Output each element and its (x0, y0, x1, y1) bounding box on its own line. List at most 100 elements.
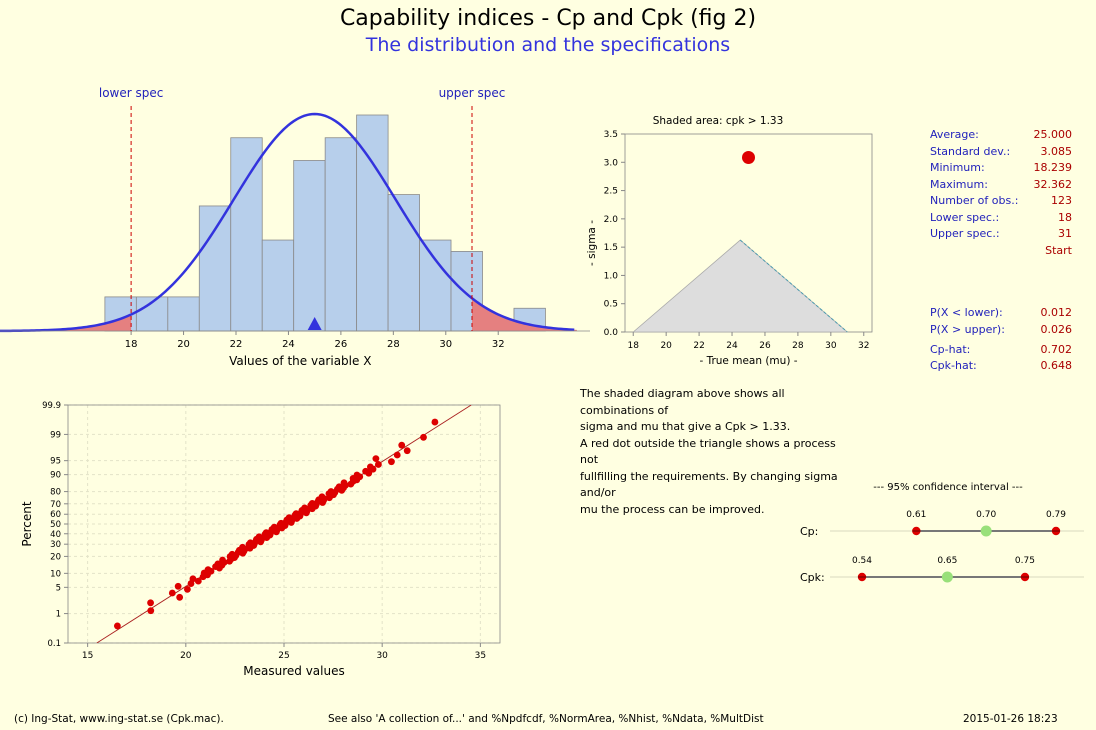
stat-label: P(X > upper): (930, 323, 1005, 336)
data-point (214, 560, 222, 568)
y-tick-label: 3.0 (604, 158, 619, 168)
confidence-interval-chart: --- 95% confidence interval --- Cp: 0.61 0.… (800, 482, 1084, 584)
stat-row: P(X > upper): 0.026 (930, 323, 1072, 337)
data-point (285, 514, 293, 522)
x-tick-label: 20 (180, 651, 192, 661)
x-tick-label: 30 (439, 339, 452, 350)
y-tick-label: 95 (50, 457, 61, 467)
ci-value-label: 0.70 (976, 510, 996, 520)
x-tick-label: 32 (858, 341, 869, 351)
x-axis-label: - True mean (mu) - (699, 355, 797, 367)
data-point (113, 622, 121, 630)
histogram-bar (198, 205, 232, 332)
data-point (366, 463, 374, 471)
stat-value: 18 (1058, 210, 1072, 224)
x-tick-label: 28 (792, 341, 804, 351)
x-tick-label: 32 (492, 339, 505, 350)
y-tick-label: 80 (50, 488, 61, 498)
x-tick-label: 26 (335, 339, 348, 350)
data-point (403, 447, 411, 455)
y-tick-label: 30 (50, 540, 61, 550)
x-tick-label: 25 (278, 651, 289, 661)
data-point (147, 599, 154, 607)
histogram-bar (167, 296, 200, 332)
histogram-bar (387, 194, 420, 332)
y-tick-label: 1.5 (604, 243, 618, 253)
data-point (204, 566, 212, 574)
x-tick-label: 15 (82, 651, 93, 661)
page-title: Capability indices - Cp and Cpk (fig 2) (339, 6, 757, 31)
stat-value: 123 (1051, 194, 1072, 207)
stat-value: 0.026 (1040, 323, 1073, 336)
normal-curve (0, 112, 575, 333)
lower-tail-area (0, 314, 132, 331)
data-point (277, 519, 285, 527)
data-point (168, 589, 176, 597)
stat-label: Upper spec.: (930, 227, 1000, 240)
data-point (189, 575, 197, 583)
data-point (183, 586, 191, 593)
stat-row: Average: 25.000 (930, 128, 1072, 142)
ci-value-label: 0.65 (937, 556, 957, 566)
mean-marker (307, 317, 322, 330)
stat-value: 31 (1058, 227, 1072, 240)
data-point (176, 593, 184, 601)
y-tick-label: 1 (56, 610, 61, 620)
x-axis-label: Measured values (243, 664, 344, 678)
explanation-line: fullfilling the requirements. By changin… (580, 469, 838, 500)
data-point (255, 533, 263, 541)
x-tick-label: 18 (628, 341, 640, 351)
stat-value: Start (1045, 243, 1072, 257)
data-point (246, 539, 254, 547)
y-tick-label: 99.9 (42, 401, 61, 411)
stat-label: Cpk-hat: (930, 359, 977, 372)
ci-row-label: Cpk: (800, 571, 825, 584)
stat-row: Upper spec.: 31 (930, 227, 1072, 241)
stat-label: Standard dev.: (930, 144, 1011, 158)
data-point (219, 556, 226, 564)
stat-label: Lower spec.: (930, 210, 1000, 224)
ci-value-label: 0.75 (1015, 556, 1035, 566)
ci-value-label: 0.79 (1046, 510, 1066, 520)
stat-label: P(X < lower): (930, 306, 1003, 319)
data-point (308, 500, 316, 507)
stat-row: Cp-hat: 0.702 (930, 343, 1072, 357)
cpk-triangle (632, 239, 849, 333)
stat-value: 25.000 (1033, 128, 1073, 141)
data-point (398, 441, 406, 449)
data-point (374, 461, 382, 468)
data-point (393, 451, 401, 459)
explanation-line: sigma and mu that give a Cpk > 1.33. (580, 420, 791, 433)
data-point (301, 504, 309, 512)
footer-copyright: (c) Ing-Stat, www.ing-stat.se (Cpk.mac). (14, 713, 224, 725)
footer-timestamp: 2015-01-26 18:23 (963, 713, 1058, 725)
sigma-mu-chart: Shaded area: cpk > 1.33 18 20 22 24 26 28 30 32 0… (586, 115, 873, 367)
y-tick-label: 99 (50, 430, 61, 440)
stat-value: 0.648 (1040, 359, 1073, 372)
explanation-line: mu the process can be improved. (580, 502, 765, 516)
y-tick-label: 90 (50, 471, 61, 481)
stat-row: Start (930, 244, 1072, 258)
stat-value: 18.239 (1033, 161, 1073, 174)
stat-label: Number of obs.: (930, 194, 1019, 207)
histogram-bar (324, 137, 358, 332)
stat-label: Maximum: (930, 177, 988, 191)
x-tick-label: 24 (282, 339, 295, 350)
ci-title: --- 95% confidence interval --- (873, 482, 1023, 493)
explanation-line: The shaded diagram above shows all combi… (580, 387, 785, 417)
y-tick-label: 70 (50, 500, 61, 510)
y-axis-label: Percent (20, 501, 34, 546)
stat-row: P(X < lower): 0.012 (930, 306, 1072, 320)
data-point (174, 582, 182, 590)
histogram-bar (293, 160, 326, 332)
stat-label: Minimum: (930, 161, 985, 174)
histogram-chart: lower spec upper spec 18 20 22 24 26 28 30 32 Valu… (0, 86, 590, 368)
ci-value-label: 0.61 (906, 510, 926, 520)
upper-spec-label: upper spec (439, 86, 506, 100)
y-tick-label: 2.5 (604, 187, 618, 197)
data-point (194, 577, 202, 585)
probability-plot: 15 20 25 30 350.115102030405060708090959999.… (20, 401, 501, 678)
y-tick-label: 1.0 (604, 271, 619, 281)
histogram-bar (230, 137, 263, 332)
ci-row-label: Cp: (800, 525, 818, 538)
